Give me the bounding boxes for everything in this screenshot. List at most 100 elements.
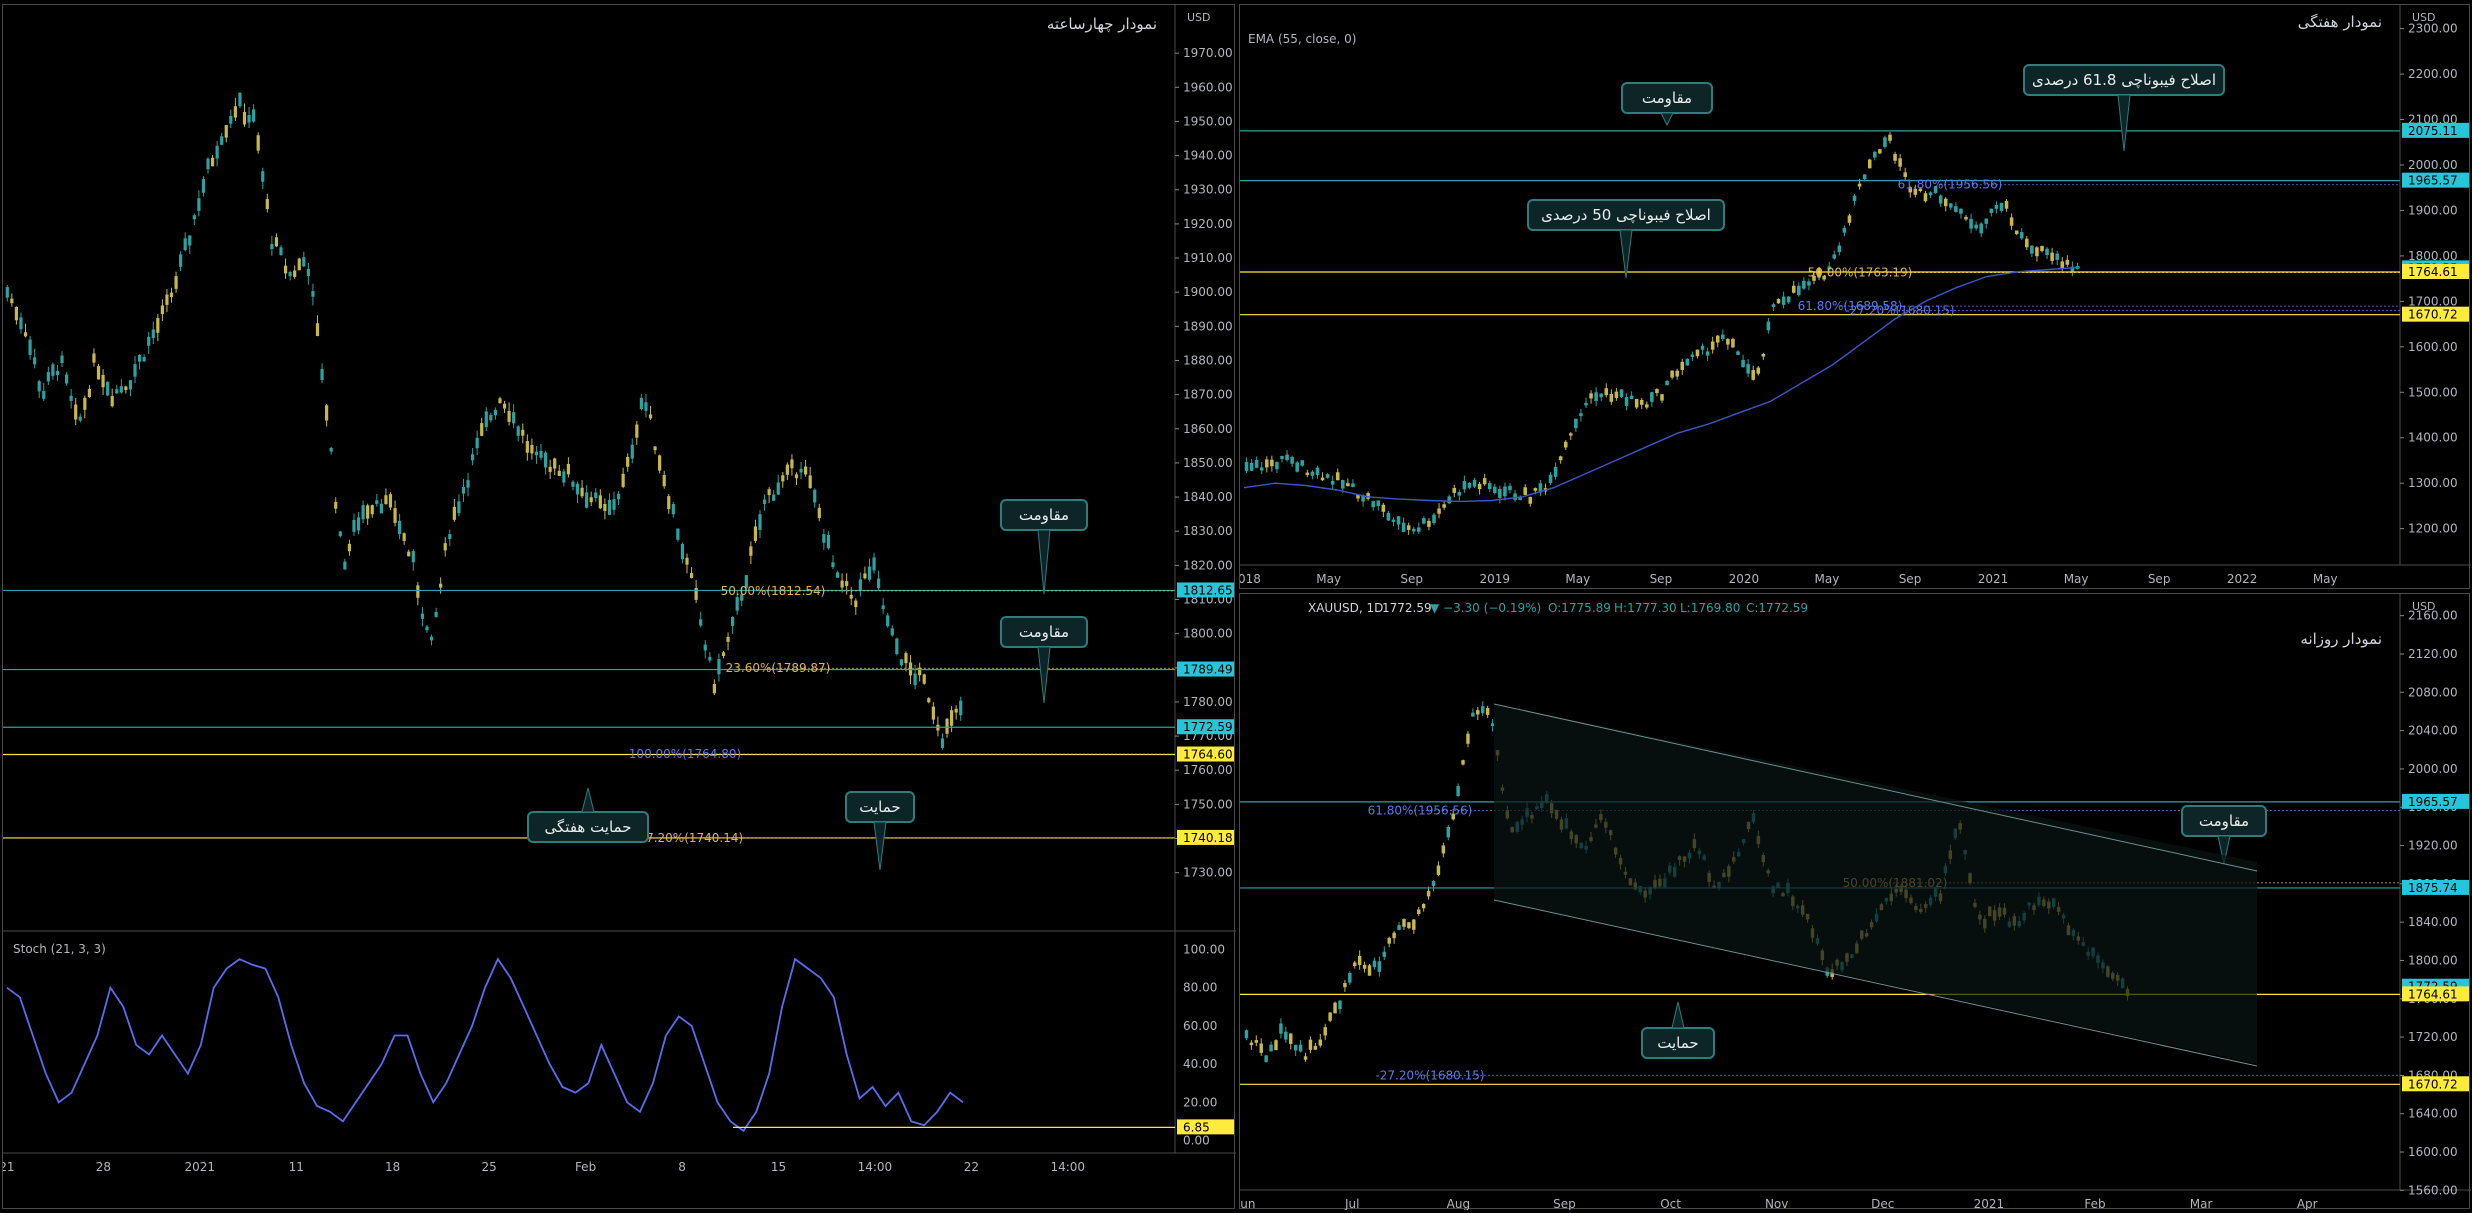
- candle-body: [475, 437, 479, 449]
- candle-body: [19, 317, 23, 330]
- candle-body: [589, 497, 593, 503]
- candle-body: [785, 464, 789, 475]
- candle-body: [543, 452, 548, 468]
- x-tick-label: Jun: [1240, 1197, 1255, 1210]
- weekly-chart-panel[interactable]: 1200.00 1300.00 1400.00 1500.00 1600.00 1700.…: [1239, 4, 2471, 590]
- daily-chart[interactable]: 1560.001600.001640.001680.001720.001760.…: [1240, 594, 2471, 1210]
- y-tick-label: 2160.00: [2408, 609, 2458, 623]
- x-tick-label: 28: [96, 1160, 111, 1174]
- candle-body: [448, 534, 452, 540]
- candle-body: [1756, 367, 1761, 374]
- candle-body: [1318, 1039, 1323, 1046]
- candle-body: [1431, 880, 1436, 886]
- candle-body: [1341, 480, 1345, 489]
- daily-chart-panel[interactable]: 1560.001600.001640.001680.001720.001760.…: [1239, 593, 2471, 1210]
- candle-body: [817, 507, 821, 519]
- x-tick-label: 8: [678, 1160, 686, 1174]
- candle-body: [1898, 158, 1902, 167]
- chart-title: نمودار هفتگی: [2298, 13, 2382, 31]
- candle-body: [1392, 932, 1396, 939]
- fib-label: 61.80%(1956.56): [1898, 178, 2003, 192]
- candle-body: [1655, 389, 1659, 394]
- y-tick-label: 1760.00: [1183, 763, 1233, 777]
- four-hour-chart[interactable]: 1730.001740.001750.001760.001770.001780.…: [3, 5, 1236, 1210]
- candle-body: [407, 551, 411, 557]
- candle-body: [1293, 1044, 1298, 1051]
- candle-body: [626, 456, 630, 467]
- annotation-label: حمایت هفتگی: [545, 818, 632, 836]
- candle-body: [2004, 201, 2009, 209]
- candle-body: [1264, 1055, 1268, 1062]
- weekly-chart[interactable]: 1200.00 1300.00 1400.00 1500.00 1600.00 1700.…: [1240, 5, 2471, 590]
- candle-body: [1974, 224, 1978, 229]
- candle-body: [726, 636, 730, 642]
- candle-body: [1249, 1042, 1254, 1046]
- x-tick-label: Apr: [2297, 1197, 2318, 1210]
- candle-body: [1417, 527, 1421, 532]
- candle-body: [877, 578, 881, 589]
- candle-body: [1485, 708, 1490, 715]
- four-hour-chart-panel[interactable]: 1730.001740.001750.001760.001770.001780.…: [2, 4, 1236, 1210]
- candle-body: [1999, 202, 2004, 211]
- candle-body: [1308, 1039, 1313, 1050]
- candle-body: [1675, 370, 1679, 377]
- candle-body: [758, 514, 762, 530]
- candle-body: [1883, 137, 1887, 147]
- candle-body: [1275, 462, 1279, 470]
- candle-body: [1741, 359, 1745, 368]
- ema-line: [1243, 266, 2081, 503]
- x-tick-label: 2019: [1480, 572, 1511, 586]
- candle-body: [1609, 393, 1614, 402]
- candle-body: [648, 414, 653, 419]
- candle-body: [1949, 203, 1953, 208]
- candle-body: [247, 115, 251, 123]
- candle-body: [42, 391, 46, 399]
- y-tick-label: 1910.00: [1183, 251, 1233, 265]
- candle-body: [1323, 1027, 1327, 1036]
- candle-body: [1695, 349, 1700, 357]
- y-tick-label: 2000.00: [2408, 762, 2458, 776]
- candle-body: [1827, 266, 1831, 270]
- candle-body: [92, 353, 96, 363]
- price-tag: [2402, 1076, 2469, 1092]
- candle-body: [233, 106, 237, 118]
- currency-label: USD: [2412, 600, 2436, 613]
- x-tick-label: 2018: [1240, 572, 1261, 586]
- candle-body: [1528, 496, 1533, 504]
- candle-body: [279, 247, 283, 256]
- candle-body: [293, 270, 297, 277]
- y-tick-label: 1960.00: [1183, 80, 1233, 94]
- annotation-label: مقاومت: [1019, 623, 1069, 641]
- candle-body: [927, 698, 931, 703]
- x-tick-label: 2020: [1729, 572, 1760, 586]
- y-tick-label: 1920.00: [1183, 217, 1233, 231]
- y-tick-label: 1840.00: [1183, 490, 1233, 504]
- y-tick-label: 1800.00: [2408, 953, 2458, 967]
- candle-body: [1660, 394, 1664, 401]
- candle-body: [1356, 494, 1360, 499]
- candle-body: [1305, 472, 1310, 476]
- candle-body: [1624, 397, 1629, 406]
- candle-body: [165, 294, 169, 305]
- candle-body: [1249, 462, 1254, 471]
- candle-body: [215, 145, 219, 159]
- currency-label: USD: [2412, 11, 2436, 24]
- candle-body: [1300, 460, 1305, 466]
- candle-body: [128, 380, 133, 390]
- candle-body: [1348, 972, 1352, 983]
- candle-body: [1888, 134, 1892, 141]
- candle-body: [1476, 710, 1480, 715]
- candle-body: [325, 405, 329, 421]
- candle-body: [1477, 483, 1482, 490]
- stochastic-line: [6, 957, 964, 1133]
- candle-body: [539, 450, 543, 458]
- candle-body: [1807, 281, 1811, 286]
- candle-body: [1381, 504, 1386, 512]
- candle-body: [854, 600, 858, 608]
- candle-body: [484, 411, 488, 428]
- x-tick-label: May: [1316, 572, 1341, 586]
- candle-body: [2030, 245, 2034, 254]
- candle-body: [1878, 149, 1882, 154]
- candle-body: [1680, 361, 1685, 370]
- candle-body: [229, 115, 233, 124]
